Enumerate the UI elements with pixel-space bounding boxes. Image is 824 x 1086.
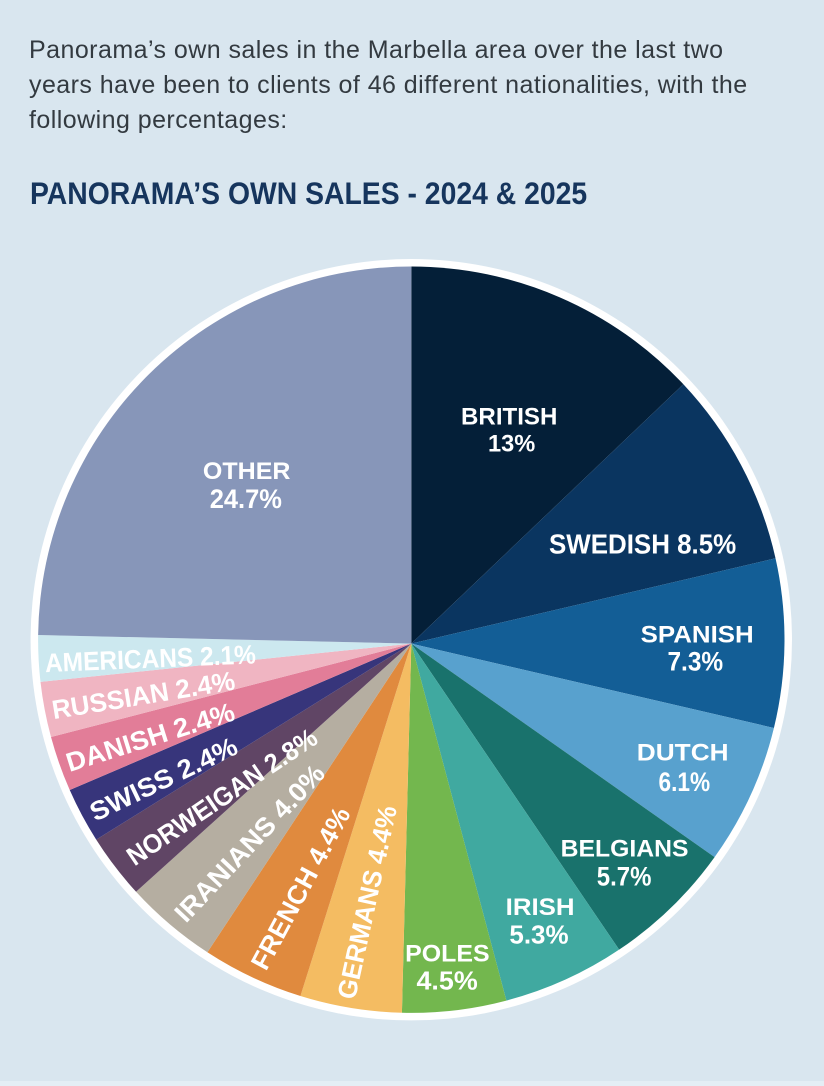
svg-text:7.3%: 7.3% [667,647,723,677]
svg-text:4.5%: 4.5% [417,968,478,996]
svg-text:24.7%: 24.7% [210,484,282,514]
svg-text:BRITISH: BRITISH [461,404,557,431]
svg-text:DUTCH: DUTCH [637,740,729,767]
svg-text:SWEDISH 8.5%: SWEDISH 8.5% [549,529,736,560]
svg-text:SPANISH: SPANISH [641,622,754,649]
svg-text:5.3%: 5.3% [509,921,568,949]
svg-text:IRISH: IRISH [506,894,575,921]
svg-text:POLES: POLES [405,940,489,967]
svg-text:OTHER: OTHER [203,458,291,485]
svg-text:BELGIANS: BELGIANS [561,836,689,863]
svg-text:6.1%: 6.1% [659,767,711,797]
svg-text:5.7%: 5.7% [597,862,652,892]
svg-text:13%: 13% [488,431,535,458]
